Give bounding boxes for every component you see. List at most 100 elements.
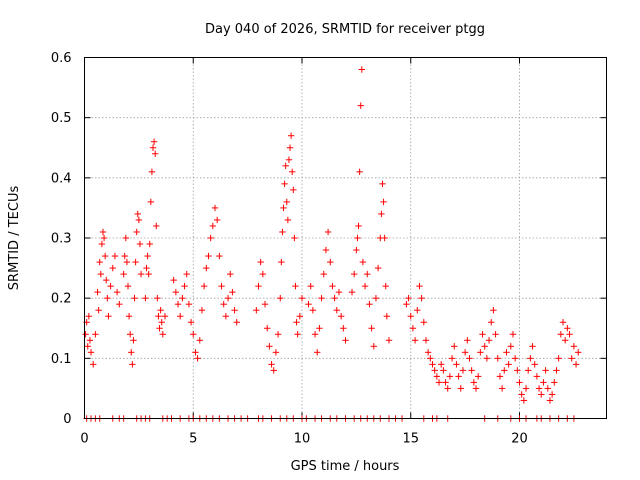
y-axis-label: SRMTID / TECUs (7, 186, 22, 291)
data-point (144, 252, 151, 260)
data-point (566, 331, 573, 338)
data-point (481, 343, 488, 350)
data-point (156, 325, 163, 332)
x-tick-label: 10 (294, 432, 311, 447)
data-point (474, 373, 482, 380)
data-point (485, 337, 493, 344)
data-point (220, 300, 227, 308)
data-point (137, 270, 145, 278)
data-point (207, 234, 214, 242)
data-point (409, 325, 417, 332)
data-point (335, 288, 343, 296)
data-point (84, 343, 91, 350)
data-point (490, 307, 497, 314)
data-point (227, 270, 234, 278)
data-point (116, 300, 123, 308)
data-point (192, 349, 199, 356)
data-point (135, 216, 143, 224)
data-point (525, 367, 532, 374)
data-point (372, 294, 380, 302)
data-point (298, 294, 306, 302)
data-point (98, 240, 106, 248)
data-point (533, 373, 541, 380)
data-point (359, 258, 367, 266)
data-point (154, 294, 161, 302)
data-point (104, 294, 111, 302)
plot-frame (84, 57, 607, 419)
data-point (455, 373, 462, 380)
data-point (122, 234, 130, 242)
data-point (448, 355, 456, 362)
data-point (291, 234, 298, 242)
data-point (213, 216, 221, 224)
data-point (170, 276, 177, 284)
data-point (132, 258, 139, 266)
data-point (196, 337, 203, 344)
data-point (286, 144, 294, 151)
data-point (130, 337, 137, 344)
data-point (109, 264, 116, 272)
data-point (357, 102, 364, 109)
y-tick-label: 0.5 (51, 111, 72, 126)
data-point (382, 282, 389, 290)
data-point (128, 349, 135, 356)
data-point (124, 282, 132, 290)
data-point (479, 331, 486, 338)
data-point (257, 258, 264, 266)
data-point (464, 337, 471, 344)
data-point (200, 282, 208, 290)
data-point (333, 307, 340, 314)
y-tick-label: 0.4 (51, 171, 72, 186)
data-point (280, 204, 287, 212)
data-point (86, 337, 94, 344)
data-point (281, 180, 288, 188)
data-point (416, 282, 423, 290)
data-point (253, 307, 260, 314)
data-point (155, 313, 162, 320)
data-point (378, 210, 385, 218)
data-point (172, 288, 180, 296)
data-point (318, 294, 325, 302)
data-point (429, 361, 436, 368)
data-point (453, 361, 460, 368)
data-point (557, 331, 565, 338)
x-tick-label: 20 (511, 432, 528, 447)
data-point (366, 300, 373, 308)
data-point (157, 307, 164, 314)
data-point (142, 294, 149, 302)
data-point (503, 349, 510, 356)
data-point (457, 385, 464, 392)
data-point (97, 270, 105, 278)
data-point (82, 331, 89, 338)
data-point (259, 270, 267, 278)
data-point (174, 300, 182, 308)
data-point (546, 397, 554, 404)
data-point (272, 349, 280, 356)
data-point (282, 162, 289, 169)
data-point (113, 288, 121, 296)
data-point (285, 156, 293, 163)
data-point (364, 270, 371, 278)
data-point (466, 355, 473, 362)
chart-title: Day 040 of 2026, SRMTID for receiver ptg… (205, 22, 485, 37)
data-point (383, 313, 391, 320)
data-point (514, 367, 521, 374)
data-point (211, 204, 219, 212)
data-point (535, 385, 543, 392)
data-point (444, 385, 451, 392)
data-point (198, 307, 206, 314)
data-point (356, 168, 363, 176)
data-point (203, 264, 210, 272)
data-point (420, 319, 427, 326)
data-point (477, 349, 484, 356)
data-point (185, 300, 193, 308)
data-point (270, 367, 277, 374)
data-point (544, 385, 551, 392)
data-point (92, 331, 99, 338)
data-point (264, 325, 271, 332)
axis-ticks: 0 0.1 0.2 0.3 0.4 0.5 0.6 0 5 10 15 20 (51, 51, 607, 447)
data-point (314, 349, 321, 356)
data-point (551, 379, 558, 386)
data-point (505, 361, 512, 368)
data-point (520, 397, 528, 404)
